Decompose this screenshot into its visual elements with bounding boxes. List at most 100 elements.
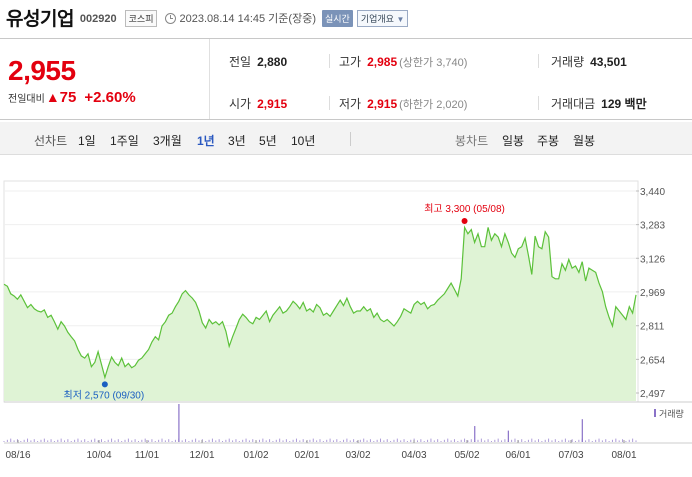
x-axis-ticks: 08/16 10/04 11/01 12/01 01/02 02/01 03/02 04/03… (5, 440, 637, 461)
volume-bar (205, 441, 207, 442)
volume-bar (148, 440, 150, 442)
stat-volume: 거래량 43,501 (551, 53, 627, 70)
volume-bar (121, 441, 123, 442)
tab-3m[interactable]: 3개월 (153, 134, 182, 148)
volume-bar (396, 438, 398, 442)
volume-bar (40, 439, 42, 442)
volume-bar (158, 439, 160, 442)
tab-1d[interactable]: 1일 (78, 134, 96, 148)
volume-bar (635, 440, 637, 442)
volume-bar (346, 438, 348, 442)
stock-code: 002920 (79, 12, 117, 25)
volume-bar (3, 441, 5, 442)
volume-bar (279, 438, 281, 442)
company-info-dropdown[interactable]: 기업개요 ▼ (356, 9, 409, 27)
volume-bar (484, 440, 486, 442)
x-tick-label: 12/01 (189, 450, 214, 461)
volume-bar (50, 439, 52, 442)
volume-bar (13, 440, 15, 442)
volume-bar (514, 438, 516, 442)
volume-bar (588, 439, 590, 442)
volume-bar (524, 441, 526, 442)
price-area-fill (4, 227, 636, 401)
volume-bar (329, 438, 331, 442)
volume-bar (363, 438, 365, 442)
volume-bar (168, 439, 170, 442)
stat-sub: (상한가 3,740) (399, 57, 468, 69)
volume-bar (380, 438, 382, 442)
volume-bar (322, 441, 324, 442)
stat-low: 저가 2,915 (하한가 2,020) (339, 95, 467, 112)
price-change: 전일대비 ▲ 75 +2.60% (8, 89, 136, 106)
volume-bar (487, 439, 489, 442)
tab-10y[interactable]: 10년 (291, 134, 316, 148)
volume-bar (339, 441, 341, 442)
stat-prev-close: 전일 2,880 (229, 53, 287, 70)
x-tick-label: 03/02 (345, 450, 370, 461)
volume-bar (433, 440, 435, 442)
tab-weekly[interactable]: 주봉 (537, 134, 560, 148)
volume-bar (551, 440, 553, 442)
volume-bar (195, 438, 197, 442)
volume-bar (366, 440, 368, 442)
volume-bar (403, 439, 405, 442)
volume-bar (326, 439, 328, 442)
x-tick-label: 01/02 (243, 450, 268, 461)
volume-bar (16, 439, 18, 442)
chart-annotations: 최고 3,300 (05/08) 최저 2,570 (09/30) (64, 203, 505, 401)
tab-monthly[interactable]: 월봉 (573, 134, 596, 148)
high-marker (461, 217, 468, 224)
stat-label: 전일 (229, 55, 252, 69)
price-line (3, 225, 637, 380)
volume-bar (423, 441, 425, 442)
volume-bar (23, 439, 25, 442)
volume-bar (544, 439, 546, 442)
volume-bar (20, 441, 22, 442)
tab-daily[interactable]: 일봉 (502, 134, 525, 148)
divider (538, 54, 539, 68)
volume-bar (10, 438, 12, 442)
low-label: 최저 2,570 (09/30) (64, 389, 145, 401)
volume-bar (611, 439, 613, 442)
volume-bar (558, 441, 560, 442)
tab-1w[interactable]: 1주일 (110, 134, 139, 148)
volume-bar (252, 439, 254, 442)
realtime-badge[interactable]: 실시간 (321, 9, 353, 27)
change-percent: +2.60% (84, 89, 136, 106)
volume-bar (80, 440, 82, 442)
volume-bar (356, 441, 358, 442)
volume-bar (218, 439, 220, 442)
x-tick-label: 08/16 (5, 450, 30, 461)
volume-bar (107, 439, 109, 442)
volume-bar (181, 440, 183, 442)
volume-bar (191, 439, 193, 442)
stat-open: 시가 2,915 (229, 95, 287, 112)
tab-5y[interactable]: 5년 (259, 134, 277, 148)
volume-bar (84, 439, 86, 442)
volume-bar (97, 440, 99, 442)
stat-value: 2,915 (367, 97, 398, 111)
volume-bar (30, 440, 32, 442)
volume-bar (359, 439, 361, 442)
volume-bar (595, 439, 597, 442)
volume-bar (285, 439, 287, 442)
volume-bar (141, 439, 143, 442)
tab-1y[interactable]: 1년 (197, 134, 215, 148)
low-marker (101, 381, 108, 388)
volume-bar (541, 441, 543, 442)
volume-bar (480, 438, 482, 442)
price-chart[interactable]: 3,440 3,283 3,126 2,969 2,811 2,654 2,497 최고 3… (0, 176, 692, 477)
volume-bar (410, 439, 412, 442)
tab-3y[interactable]: 3년 (228, 134, 246, 148)
volume-bar (632, 438, 634, 442)
stat-label: 거래량 (551, 55, 585, 69)
candle-chart-label: 봉차트 (455, 134, 489, 148)
stat-sub: (하한가 2,020) (399, 99, 468, 111)
volume-bar (601, 440, 603, 442)
volume-bar (464, 438, 466, 442)
y-tick-label: 2,654 (640, 355, 665, 366)
stock-name: 유성기업 (6, 8, 74, 30)
company-info-label: 기업개요 (360, 13, 394, 24)
y-tick-label: 3,440 (640, 187, 665, 198)
volume-bar (460, 439, 462, 442)
